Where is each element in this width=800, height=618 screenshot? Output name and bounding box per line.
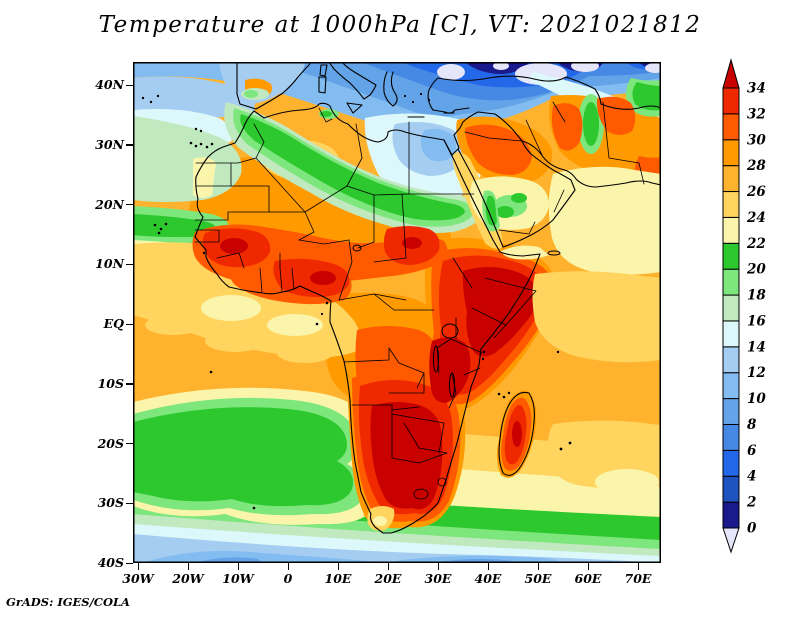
lon-tick	[387, 563, 389, 570]
lon-tick-label: 30W	[122, 571, 154, 586]
lat-tick-label: 30N	[95, 136, 124, 152]
colorbar-label: 16	[747, 313, 766, 329]
country-borders	[194, 101, 645, 500]
lon-tick-label: 30E	[424, 571, 452, 586]
cape-cool-fringe	[367, 506, 395, 531]
lon-tick	[637, 563, 639, 570]
lon-tick	[287, 563, 289, 570]
lon-tick-label: 60E	[574, 571, 602, 586]
lat-tick-label: 40N	[95, 77, 124, 92]
extreme-core-above-34	[220, 237, 538, 510]
lat-tick-label: EQ	[103, 316, 124, 331]
arabia-indian-ocean-details	[452, 152, 661, 495]
grads-attribution: GrADS: IGES/COLA	[6, 595, 130, 609]
colorbar-label: 30	[747, 132, 766, 148]
lat-tick-label: 20N	[95, 196, 124, 212]
lon-tick-label: 20E	[374, 571, 402, 586]
lat-tick	[126, 263, 133, 266]
colorbar-label: 26	[746, 184, 766, 200]
lat-tick	[126, 84, 133, 86]
colorbar-label: 6	[747, 443, 757, 459]
lat-tick-label: 20S	[97, 435, 124, 451]
temperature-map	[133, 62, 661, 563]
lat-tick	[126, 144, 133, 146]
colorbar-label: 18	[747, 288, 766, 304]
lon-tick	[487, 563, 489, 570]
coastlines	[194, 62, 661, 534]
colorbar-label: 4	[747, 469, 756, 485]
colorbar-label: 2	[746, 495, 756, 511]
lat-tick-label: 10N	[95, 256, 124, 272]
lon-tick-label: 70E	[624, 571, 652, 586]
colorbar-label: 12	[747, 365, 766, 381]
plot-frame	[133, 62, 661, 563]
lon-tick-label: 10E	[324, 571, 352, 586]
lon-tick-label: 10W	[222, 571, 254, 586]
lat-tick-label: 30S	[97, 495, 124, 511]
lat-tick	[126, 383, 133, 385]
madagascar-field	[496, 390, 537, 478]
lon-tick-label: 0	[283, 571, 293, 586]
colorbar-label: 22	[746, 236, 766, 252]
colorbar-label: 20	[746, 262, 766, 278]
lon-tick-label: 20W	[172, 571, 204, 586]
lat-tick	[126, 323, 133, 325]
lon-tick-label: 40E	[474, 571, 502, 586]
lat-tick-label: 10S	[97, 375, 124, 391]
lat-tick-label: 40S	[97, 555, 124, 570]
map-plot-area	[133, 62, 661, 563]
colorbar-label: 34	[747, 81, 766, 97]
temperature-colorbar: 0 2 4 6 8 10 12 14 16 18 20 22 24 26 28 30 32 34	[710, 52, 790, 572]
colorbar-label: 14	[747, 339, 766, 355]
page-title: Temperature at 1000hPa [C], VT: 20210218…	[98, 12, 702, 38]
lon-tick-label: 50E	[524, 571, 552, 586]
lat-tick	[126, 502, 133, 505]
colorbar-label: 0	[747, 521, 757, 537]
lon-tick	[187, 563, 189, 570]
colorbar-label: 8	[747, 417, 757, 433]
colorbar-label: 32	[747, 106, 766, 122]
colorbar-label: 10	[747, 391, 766, 407]
lat-tick	[126, 204, 133, 206]
lon-tick	[137, 563, 139, 570]
lat-tick	[126, 443, 133, 445]
lon-tick	[537, 563, 539, 570]
lon-tick	[437, 563, 439, 570]
green-cool-bands	[133, 78, 661, 253]
lon-tick	[587, 563, 589, 570]
tropical-atlantic-gold	[133, 157, 362, 363]
lon-tick	[237, 563, 239, 570]
lat-tick	[126, 562, 133, 564]
colorbar-label: 24	[746, 210, 766, 226]
benguela-cool-pool	[133, 387, 377, 525]
colorbar-label: 28	[746, 158, 766, 174]
lon-tick	[337, 563, 339, 570]
